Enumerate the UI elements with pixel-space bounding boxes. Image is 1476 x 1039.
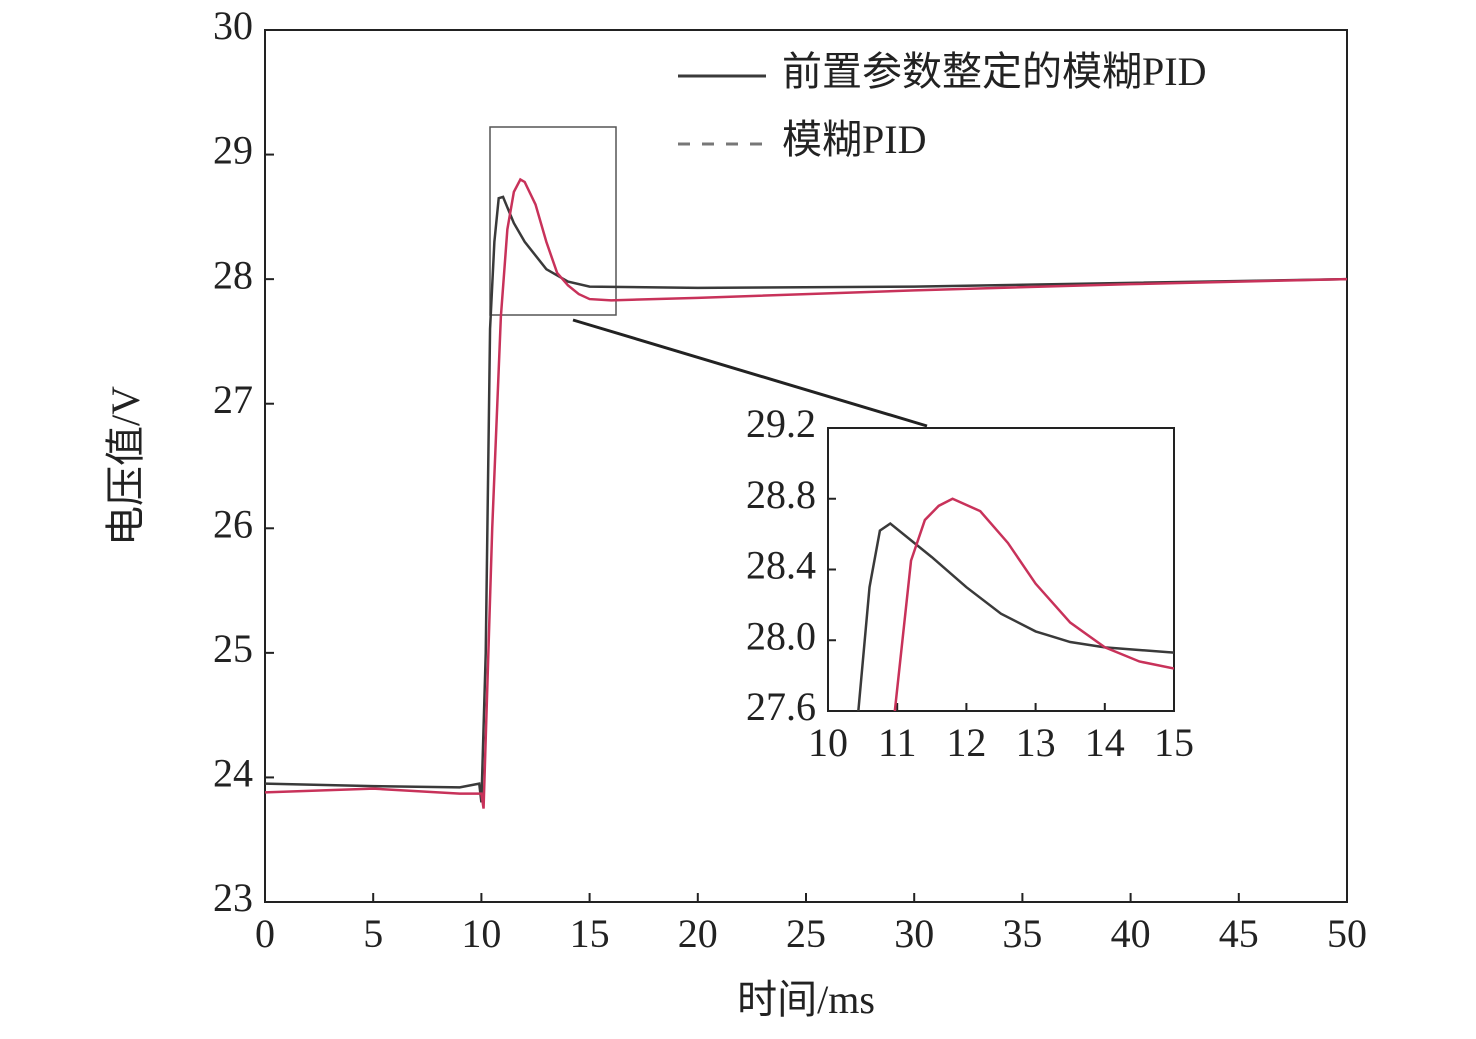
x-tick-label: 25 <box>786 911 826 956</box>
y-tick-label: 27.6 <box>746 684 816 729</box>
x-tick-label: 50 <box>1327 911 1367 956</box>
x-tick-label: 13 <box>1016 720 1056 765</box>
y-tick-label: 28.0 <box>746 613 816 658</box>
y-tick-label: 23 <box>213 875 253 920</box>
x-tick-label: 10 <box>808 720 848 765</box>
x-tick-label: 40 <box>1111 911 1151 956</box>
x-tick-label: 20 <box>678 911 718 956</box>
y-tick-label: 29.2 <box>746 401 816 446</box>
series-line <box>893 497 1174 711</box>
x-tick-label: 30 <box>894 911 934 956</box>
x-axis-label: 时间/ms <box>737 977 875 1022</box>
y-tick-label: 29 <box>213 128 253 173</box>
zoom-box <box>489 126 617 316</box>
y-tick-label: 27 <box>213 377 253 422</box>
series-line <box>857 521 1174 711</box>
x-tick-label: 15 <box>1154 720 1194 765</box>
x-tick-label: 15 <box>570 911 610 956</box>
series-line <box>265 177 1347 809</box>
y-tick-label: 30 <box>213 3 253 48</box>
x-tick-label: 0 <box>255 911 275 956</box>
y-tick-label: 25 <box>213 626 253 671</box>
legend-label: 前置参数整定的模糊PID <box>782 49 1206 94</box>
x-tick-label: 35 <box>1002 911 1042 956</box>
y-tick-label: 26 <box>213 501 253 546</box>
x-tick-label: 14 <box>1085 720 1125 765</box>
y-axis-label: 电压值/V <box>103 386 148 546</box>
x-tick-label: 11 <box>878 720 917 765</box>
legend-label: 模糊PID <box>782 117 926 162</box>
x-tick-label: 12 <box>946 720 986 765</box>
y-tick-label: 24 <box>213 751 253 796</box>
y-tick-label: 28.8 <box>746 472 816 517</box>
zoom-connector <box>572 318 928 428</box>
y-tick-label: 28 <box>213 252 253 297</box>
series-line <box>265 195 1347 803</box>
x-tick-label: 5 <box>363 911 383 956</box>
x-tick-label: 45 <box>1219 911 1259 956</box>
x-tick-label: 10 <box>461 911 501 956</box>
plot-frame <box>827 427 1175 712</box>
y-tick-label: 28.4 <box>746 543 816 588</box>
